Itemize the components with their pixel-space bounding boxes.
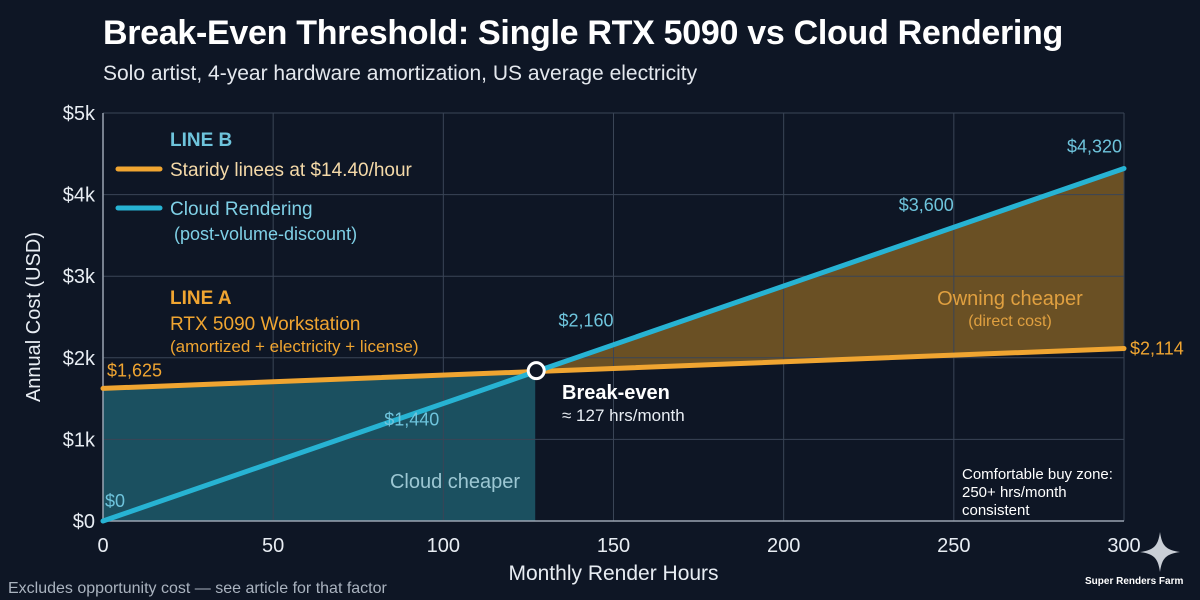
cloud-cheaper-label: Cloud cheaper xyxy=(390,471,520,493)
point-label: $4,320 xyxy=(1067,136,1122,156)
owning-cheaper-sublabel: (direct cost) xyxy=(968,313,1052,330)
x-tick-label: 100 xyxy=(427,535,460,557)
sparkle-logo-icon xyxy=(1140,532,1180,572)
point-label: $2,114 xyxy=(1130,338,1184,358)
point-label: $0 xyxy=(105,491,125,511)
break-even-label: Break-even xyxy=(562,382,670,404)
legend-item-label: Staridy linees at $14.40/hour xyxy=(170,160,413,181)
legend-item-sublabel: (post-volume-discount) xyxy=(174,224,357,244)
point-label: $1,440 xyxy=(384,409,439,429)
x-tick-label: 200 xyxy=(767,535,800,557)
x-tick-label: 300 xyxy=(1107,535,1140,557)
y-tick-label: $1k xyxy=(63,429,96,451)
y-tick-label: $3k xyxy=(63,266,96,288)
point-label: $1,625 xyxy=(107,360,162,380)
legend-heading: LINE B xyxy=(170,130,232,151)
x-axis-title: Monthly Render Hours xyxy=(508,562,718,585)
footnote: Excludes opportunity cost — see article … xyxy=(8,580,387,597)
break-even-marker xyxy=(526,361,546,381)
buy-zone-note: consistent xyxy=(962,502,1030,519)
x-tick-label: 0 xyxy=(97,535,108,557)
x-tick-label: 50 xyxy=(262,535,284,557)
line-a-workstation xyxy=(100,345,1127,391)
y-axis-title: Annual Cost (USD) xyxy=(23,232,45,402)
chart-title: Break-Even Threshold: Single RTX 5090 vs… xyxy=(103,14,1063,52)
x-tick-label: 150 xyxy=(597,535,630,557)
legend-item-label: Cloud Rendering xyxy=(170,199,313,220)
break-even-sublabel: ≈ 127 hrs/month xyxy=(562,406,685,425)
x-tick-label: 250 xyxy=(937,535,970,557)
y-tick-label: $2k xyxy=(63,348,96,370)
point-label: $2,160 xyxy=(558,311,613,331)
line-a-heading: LINE A xyxy=(170,288,232,309)
chart-subtitle: Solo artist, 4-year hardware amortizatio… xyxy=(103,62,698,85)
line-a-name: RTX 5090 Workstation xyxy=(170,314,360,335)
point-label: $3,600 xyxy=(899,195,954,215)
line-b-cloud xyxy=(100,165,1127,524)
owning-cheaper-label: Owning cheaper xyxy=(937,288,1083,310)
buy-zone-note: 250+ hrs/month xyxy=(962,484,1067,501)
y-tick-label: $0 xyxy=(73,511,95,533)
y-tick-label: $5k xyxy=(63,103,96,125)
buy-zone-note: Comfortable buy zone: xyxy=(962,466,1113,483)
brand-name: Super Renders Farm xyxy=(1085,576,1184,587)
y-tick-label: $4k xyxy=(63,185,96,207)
line-a-detail: (amortized + electricity + license) xyxy=(170,337,418,356)
